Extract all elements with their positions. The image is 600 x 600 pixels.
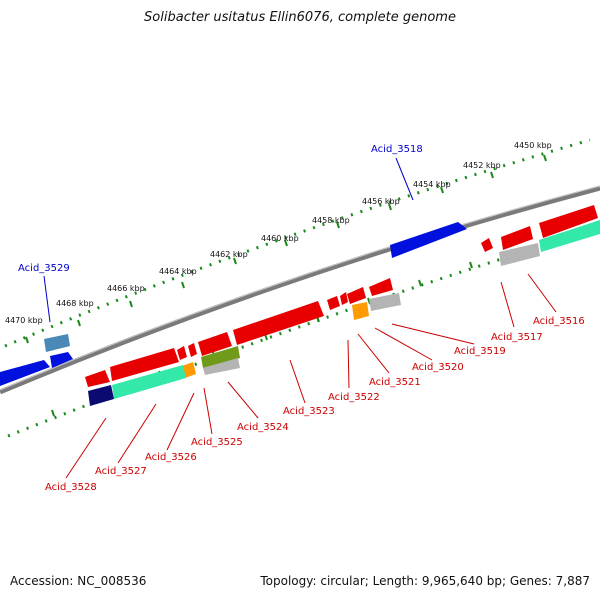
leader-acid-3522 [347, 339, 350, 389]
tick-label: 4456 kbp [362, 197, 400, 206]
major-tick [336, 221, 340, 229]
major-tick [284, 239, 288, 247]
map-title: Solibacter usitatus Ellin6076, complete … [144, 10, 456, 25]
minor-tick [469, 261, 473, 269]
tick-label: 4450 kbp [514, 141, 552, 150]
tick-label: 4460 kbp [261, 234, 299, 243]
major-tick [543, 154, 547, 162]
major-tick [25, 336, 29, 344]
gene-small-red [481, 238, 493, 252]
major-tick [181, 281, 185, 289]
major-tick [129, 300, 133, 308]
tick-label: 4462 kbp [210, 250, 248, 259]
minor-tick [418, 279, 422, 287]
minor-tick [367, 297, 371, 305]
label-acid-3528: Acid_3528 [45, 482, 97, 493]
label-acid-3516: Acid_3516 [533, 316, 585, 327]
gene-small-red-4 [188, 343, 197, 357]
gene-acid-3520 [369, 293, 401, 311]
gene-acid-3528-navy [88, 385, 114, 406]
tick-label: 4470 kbp [5, 316, 43, 325]
gene-acid-3522 [347, 287, 366, 304]
tick-label: 4458 kbp [312, 216, 350, 225]
tick-label: 4454 kbp [413, 180, 451, 189]
accession-text: Accession: NC_008536 [10, 574, 147, 588]
label-acid-3525: Acid_3525 [191, 437, 243, 448]
gene-forward-small [50, 352, 73, 368]
minor-tick [51, 409, 55, 417]
genome-backbone [0, 185, 600, 395]
leader-acid-3517 [500, 281, 515, 328]
gene-small-red-2 [340, 292, 348, 305]
gene-acid-3528-red [85, 370, 110, 387]
label-acid-3517: Acid_3517 [491, 332, 543, 343]
gene-small-red-5 [177, 346, 187, 360]
gene-acid-3529 [44, 334, 70, 352]
leader-acid-3526 [166, 392, 195, 451]
genome-summary-text: Topology: circular; Length: 9,965,640 bp… [260, 574, 590, 588]
major-tick [233, 257, 237, 265]
label-acid-3518: Acid_3518 [371, 144, 423, 155]
leader-acid-3516 [527, 273, 557, 313]
gene-acid-3521 [352, 302, 369, 320]
leader-acid-3519 [391, 323, 475, 345]
leader-acid-3529 [43, 275, 51, 323]
major-tick [77, 319, 81, 327]
gene-acid-3524 [198, 332, 232, 356]
gene-forward-left [0, 360, 50, 386]
label-acid-3519: Acid_3519 [454, 346, 506, 357]
reverse-genes [85, 205, 600, 406]
gene-acid-3516-teal [539, 220, 600, 252]
label-acid-3529: Acid_3529 [18, 263, 70, 274]
gene-acid-3527 [112, 365, 186, 399]
leader-lines [43, 157, 557, 479]
gene-acid-3525-gray [203, 358, 240, 375]
label-acid-3520: Acid_3520 [412, 362, 464, 373]
label-acid-3527: Acid_3527 [95, 466, 147, 477]
gene-acid-3526-orange [182, 362, 196, 378]
outer-tick-dots [4, 138, 591, 348]
tick-label: 4468 kbp [56, 299, 94, 308]
genome-backbone-highlight [0, 185, 600, 391]
leader-acid-3520 [374, 327, 433, 361]
major-tick [440, 186, 444, 194]
gene-labels: Acid_3518 Acid_3529 Acid_3516 Acid_3517 … [18, 144, 585, 493]
tick-label: 4464 kbp [159, 267, 197, 276]
label-acid-3521: Acid_3521 [369, 377, 421, 388]
gene-acid-3517-red [501, 226, 533, 250]
label-acid-3523: Acid_3523 [283, 406, 335, 417]
gene-acid-3523 [233, 301, 324, 345]
outer-tick-track [4, 138, 591, 348]
major-tick [388, 203, 392, 211]
label-acid-3522: Acid_3522 [328, 392, 380, 403]
forward-genes [0, 222, 467, 386]
tick-labels: 4450 kbp 4452 kbp 4454 kbp 4456 kbp 4458… [5, 141, 552, 325]
gene-acid-3519 [369, 278, 393, 296]
gene-acid-3525-olive [201, 346, 240, 368]
gene-acid-3517-gray [499, 243, 540, 266]
gene-small-red-3 [327, 296, 340, 310]
leader-acid-3518 [395, 157, 414, 201]
leader-acid-3524 [227, 381, 259, 419]
gene-acid-3526 [110, 348, 179, 381]
leader-acid-3521 [357, 333, 390, 374]
gene-acid-3518 [390, 222, 467, 258]
label-acid-3526: Acid_3526 [145, 452, 197, 463]
gene-acid-3516-red [539, 205, 598, 238]
leader-acid-3527 [117, 403, 157, 464]
tick-label: 4466 kbp [107, 284, 145, 293]
leader-acid-3525 [203, 387, 213, 435]
leader-acid-3528 [65, 417, 107, 479]
leader-acid-3523 [289, 359, 306, 404]
label-acid-3524: Acid_3524 [237, 422, 289, 433]
tick-label: 4452 kbp [463, 161, 501, 170]
major-tick [490, 171, 494, 179]
